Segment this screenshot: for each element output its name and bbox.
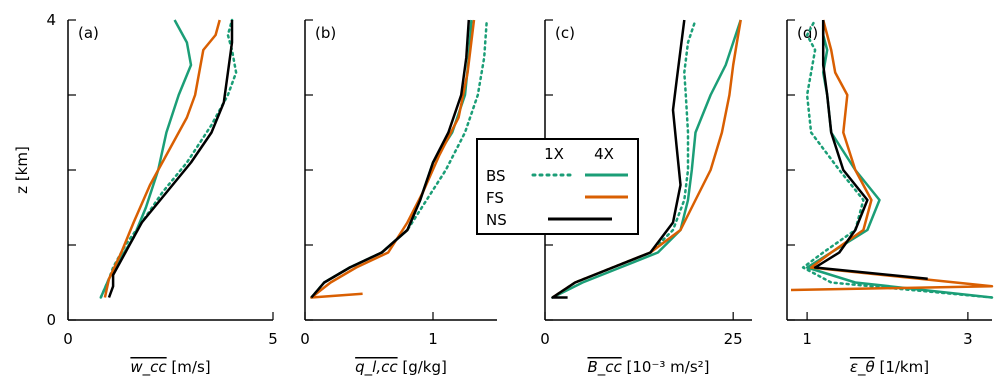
x-tick-label: 0 — [63, 330, 73, 348]
x-tick-label: 0 — [540, 330, 550, 348]
x-axis-label: w_cc [m/s] — [130, 358, 210, 377]
panel-label: (c) — [555, 24, 575, 42]
x-axis-symbol: w_cc — [130, 358, 167, 377]
x-tick-label: 1 — [428, 330, 438, 348]
x-tick-label: 0 — [300, 330, 310, 348]
y-axis-label: z [km] — [13, 146, 31, 194]
series-line-fs-4x — [103, 19, 221, 298]
legend-header-1x: 1X — [544, 145, 564, 163]
panel-label: (b) — [315, 24, 336, 42]
x-axis-label: B_cc [10⁻³ m/s²] — [587, 358, 709, 377]
x-tick-label: 1 — [802, 330, 812, 348]
panel-a: 0 5 (a) w_cc [m/s] — [63, 18, 278, 377]
series-line-fs-4x — [790, 19, 994, 292]
x-axis-symbol: B_cc — [587, 358, 622, 377]
x-tick-label: 25 — [724, 330, 743, 348]
x-axis-unit: [1/km] — [875, 358, 929, 376]
series-line-bs-4x — [310, 19, 473, 299]
series-line-bs-1x — [310, 18, 489, 299]
x-axis-symbol: ε_θ — [850, 358, 875, 377]
series-line-ns-4x — [107, 20, 234, 298]
legend-row-fs: FS — [486, 189, 504, 207]
panel-label: (a) — [78, 24, 99, 42]
x-axis-unit: [m/s] — [167, 358, 211, 376]
series-line-ns-4x — [551, 19, 686, 299]
x-tick-label: 3 — [963, 330, 973, 348]
y-tick-label: 4 — [46, 11, 56, 29]
x-tick-label: 5 — [268, 330, 278, 348]
y-axis-label-text: z [km] — [13, 146, 31, 194]
x-axis-symbol: q_l,cc — [355, 358, 398, 377]
series-line-bs-1x — [801, 18, 994, 299]
x-axis-unit: [g/kg] — [398, 358, 447, 376]
panel-d: 1 3(d)ε_θ [1/km] — [786, 18, 994, 377]
x-axis-label: q_l,cc [g/kg] — [355, 358, 447, 377]
series-line-bs-4x — [99, 19, 193, 299]
y-tick-label: 0 — [46, 311, 56, 329]
series-line-ns-4x — [813, 20, 928, 281]
x-axis-unit: [10⁻³ m/s²] — [622, 358, 710, 376]
series-line-ns-4x — [310, 19, 471, 299]
legend-row-ns: NS — [486, 211, 507, 229]
x-axis-label: ε_θ [1/km] — [850, 358, 929, 377]
series-line-bs-4x — [551, 19, 742, 299]
series-line-fs-4x — [310, 19, 476, 299]
legend: 1X 4X BS FS NS — [476, 138, 639, 235]
panel-c: 0 25 (c) B_cc [10⁻³ m/s²] — [540, 18, 752, 377]
legend-row-bs: BS — [486, 167, 506, 185]
legend-header-4x: 4X — [594, 145, 614, 163]
panel-b: 0 1 (b) q_l,cc [g/kg] — [300, 18, 497, 377]
